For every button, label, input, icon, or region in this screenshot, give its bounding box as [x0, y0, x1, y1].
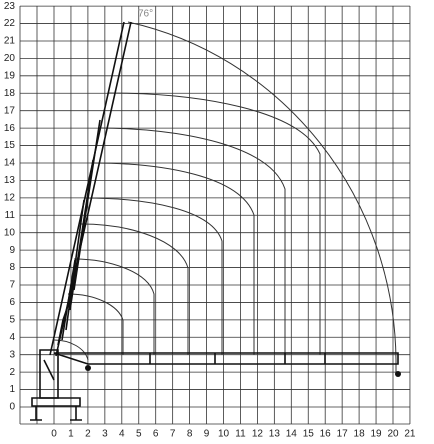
range-curve — [53, 339, 89, 361]
x-tick-label: 15 — [303, 429, 315, 440]
angle-label: 76° — [138, 9, 153, 20]
x-tick-label: 0 — [51, 429, 57, 440]
y-tick-label: 9 — [9, 245, 15, 256]
range-curve — [73, 258, 155, 355]
x-tick-label: 9 — [204, 429, 210, 440]
y-tick-label: 0 — [9, 402, 15, 413]
y-tick-label: 18 — [4, 88, 16, 99]
y-tick-label: 17 — [4, 105, 16, 116]
y-tick-label: 3 — [9, 349, 15, 360]
x-tick-label: 18 — [354, 429, 366, 440]
y-tick-label: 6 — [9, 297, 15, 308]
y-tick-label: 8 — [9, 262, 15, 273]
x-tick-label: 10 — [218, 429, 230, 440]
hook — [85, 365, 91, 371]
y-tick-label: 4 — [9, 332, 15, 343]
range-curve — [84, 197, 223, 355]
range-curves — [53, 21, 397, 374]
outer-range — [127, 21, 397, 374]
y-tick-label: 12 — [4, 192, 16, 203]
x-tick-label: 20 — [387, 429, 399, 440]
x-tick-label: 8 — [187, 429, 193, 440]
y-tick-label: 19 — [4, 70, 16, 81]
x-tick-label: 3 — [102, 429, 108, 440]
boom-sections — [57, 119, 101, 346]
y-tick-label: 16 — [4, 123, 16, 134]
y-tick-label: 7 — [9, 280, 15, 291]
x-tick-label: 14 — [286, 429, 298, 440]
range-curve — [107, 92, 321, 355]
y-tick-label: 14 — [4, 158, 16, 169]
range-curve — [80, 223, 189, 355]
x-tick-label: 16 — [320, 429, 332, 440]
x-tick-label: 7 — [170, 429, 176, 440]
y-tick-label: 2 — [9, 367, 15, 378]
y-tick-label: 15 — [4, 140, 16, 151]
y-tick-label: 20 — [4, 53, 16, 64]
x-tick-label: 1 — [68, 429, 74, 440]
x-tick-label: 13 — [269, 429, 281, 440]
x-tick-label: 17 — [337, 429, 349, 440]
y-tick-label: 10 — [4, 227, 16, 238]
y-tick-label: 22 — [4, 18, 16, 29]
base — [30, 397, 82, 421]
y-tick-label: 21 — [4, 36, 16, 47]
boom-raised — [49, 21, 132, 357]
y-tick-label: 1 — [9, 384, 15, 395]
y-tick-label: 23 — [4, 1, 16, 12]
crane — [30, 21, 401, 421]
x-tick-label: 4 — [119, 429, 125, 440]
boom-horizontal — [53, 352, 399, 365]
x-tick-label: 19 — [370, 429, 382, 440]
y-tick-label: 5 — [9, 314, 15, 325]
x-tick-label: 6 — [153, 429, 159, 440]
x-tick-label: 12 — [252, 429, 264, 440]
column — [39, 349, 59, 399]
range-curve — [67, 293, 124, 355]
x-tick-label: 21 — [404, 429, 416, 440]
boom-joints — [149, 353, 326, 364]
range-curve — [92, 162, 255, 355]
hook — [395, 371, 401, 377]
y-tick-label: 11 — [5, 210, 16, 221]
x-tick-label: 5 — [136, 429, 142, 440]
x-tick-label: 11 — [235, 429, 246, 440]
range-curve — [97, 127, 286, 355]
y-tick-label: 13 — [4, 175, 16, 186]
grid — [20, 5, 411, 424]
x-tick-label: 2 — [85, 429, 91, 440]
